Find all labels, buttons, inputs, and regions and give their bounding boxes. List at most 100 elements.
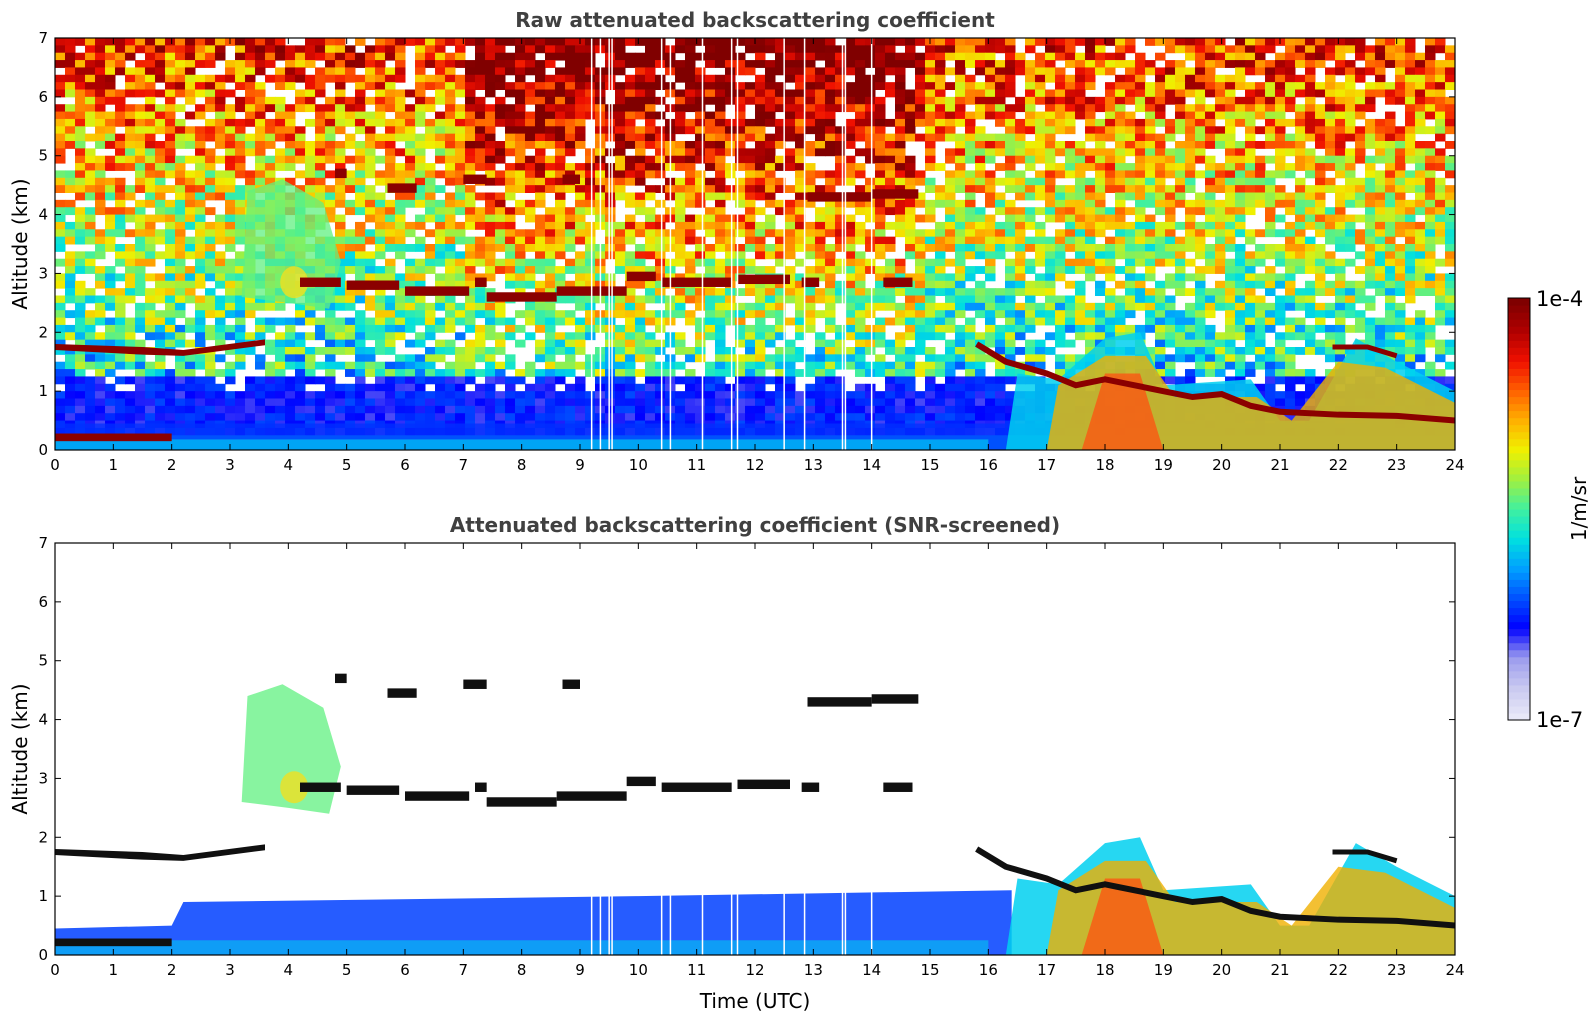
bg-cell [105, 221, 116, 230]
bg-cell [1095, 302, 1106, 311]
bg-cell [1035, 244, 1046, 252]
bg-cell [455, 38, 466, 46]
bg-cell [125, 141, 136, 149]
bg-cell [765, 192, 776, 201]
bg-cell [955, 229, 966, 238]
bg-cell [335, 163, 346, 171]
bg-cell [135, 148, 146, 157]
bg-cell [165, 207, 176, 216]
bg-cell [305, 52, 316, 61]
bg-cell [1365, 266, 1376, 274]
bg-cell [1035, 170, 1046, 179]
bg-cell [1365, 177, 1376, 186]
bg-cell [135, 89, 146, 98]
bg-cell [425, 185, 436, 193]
bg-cell [1355, 133, 1366, 142]
bg-cell [985, 141, 996, 149]
bg-cell [895, 67, 906, 76]
bg-cell [545, 126, 556, 135]
bg-cell [1115, 317, 1126, 326]
bg-cell [465, 295, 476, 304]
bg-cell [1035, 185, 1046, 193]
bg-cell [385, 339, 396, 348]
bg-cell [845, 221, 856, 230]
bg-cell [465, 214, 476, 223]
bg-cell [515, 251, 526, 260]
bg-cell [935, 185, 946, 193]
bg-cell [1045, 288, 1056, 296]
bg-cell [1315, 221, 1326, 230]
bg-cell [975, 133, 986, 142]
bg-cell [655, 339, 666, 348]
bg-cell [325, 214, 336, 223]
bg-cell [455, 192, 466, 201]
bg-cell [1205, 251, 1216, 260]
bg-cell [155, 207, 166, 216]
bg-cell [155, 280, 166, 289]
bg-cell [875, 251, 886, 260]
bg-cell [245, 96, 256, 105]
bg-cell [335, 177, 346, 186]
bg-cell [1425, 126, 1436, 135]
bg-cell [185, 141, 196, 149]
bg-cell [1045, 214, 1056, 223]
bg-cell [935, 96, 946, 105]
bg-cell [995, 60, 1006, 68]
bg-cell [875, 295, 886, 304]
bg-cell [635, 52, 646, 61]
bg-cell [685, 347, 696, 355]
bg-cell [455, 251, 466, 260]
bg-cell [1175, 155, 1186, 164]
bg-cell [1445, 155, 1455, 164]
bg-cell [625, 266, 636, 274]
bg-cell [165, 324, 176, 333]
bg-cell [1035, 280, 1046, 289]
bg-cell [975, 310, 986, 319]
bg-cell [895, 141, 906, 149]
bg-cell [1285, 229, 1296, 238]
bg-cell [1175, 221, 1186, 230]
bg-cell [1345, 67, 1356, 76]
bg-cell [935, 192, 946, 201]
bg-cell [1435, 310, 1446, 319]
bg-cell [535, 177, 546, 186]
bg-cell [65, 295, 76, 304]
bg-cell [815, 207, 826, 216]
bg-cell [795, 60, 806, 68]
bg-cell [1345, 288, 1356, 296]
bg-cell [1065, 244, 1076, 252]
bg-cell [855, 163, 866, 171]
bg-cell [255, 67, 266, 76]
bg-cell [445, 207, 456, 216]
bg-cell [1075, 74, 1086, 83]
bg-cell [1005, 177, 1016, 186]
bg-cell [775, 295, 786, 304]
bg-cell [845, 317, 856, 326]
bg-cell [1125, 192, 1136, 201]
bg-cell [895, 199, 906, 208]
bg-cell [95, 118, 106, 127]
bg-cell [365, 251, 376, 260]
bg-cell [995, 244, 1006, 252]
bg-cell [1085, 126, 1096, 135]
bg-cell [395, 104, 406, 113]
bg-cell [1185, 207, 1196, 216]
bg-cell [465, 273, 476, 282]
bg-cell [935, 52, 946, 61]
bg-cell [705, 317, 716, 326]
bg-cell [675, 163, 686, 171]
bg-cell [455, 207, 466, 216]
bg-cell [165, 339, 176, 348]
bg-cell [915, 52, 926, 61]
bg-cell [1205, 52, 1216, 61]
bg-cell [245, 60, 256, 68]
bg-cell [535, 163, 546, 171]
bg-cell [1325, 38, 1336, 46]
bg-cell [805, 266, 816, 274]
bg-cell [775, 67, 786, 76]
bg-cell [495, 192, 506, 201]
bg-cell [1005, 74, 1016, 83]
bg-cell [315, 155, 326, 164]
bg-cell [335, 192, 346, 201]
bg-cell [785, 273, 796, 282]
